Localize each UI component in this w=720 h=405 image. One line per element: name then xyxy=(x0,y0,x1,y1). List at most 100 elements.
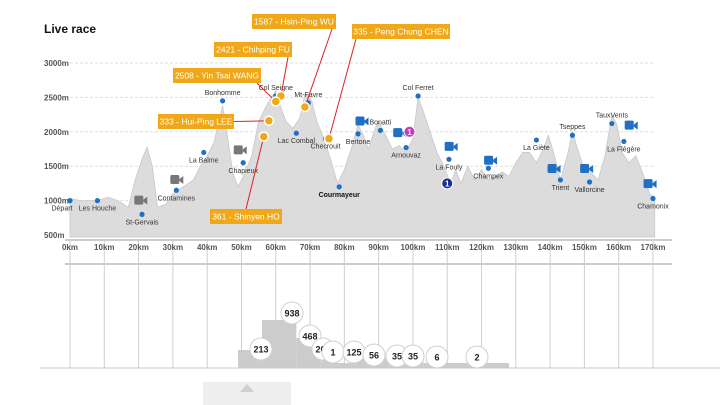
camera-lens xyxy=(556,164,561,173)
waypoint-dot[interactable] xyxy=(446,156,452,162)
camera-champex-icon[interactable] xyxy=(484,155,498,165)
waypoint-dot[interactable] xyxy=(240,160,246,166)
cameras xyxy=(134,116,657,205)
waypoint-dot[interactable] xyxy=(220,98,226,104)
camera-body xyxy=(643,179,653,189)
camera-vallorcine-icon[interactable] xyxy=(580,163,594,173)
runner-label-box[interactable] xyxy=(158,114,234,129)
camera-contamines-icon[interactable] xyxy=(170,174,184,184)
count-label: 125 xyxy=(346,348,361,358)
waypoint-dot[interactable] xyxy=(415,93,421,99)
runner-label[interactable]: 335 - Peng Chung CHEN xyxy=(353,27,448,37)
page-title: Live race xyxy=(44,22,97,36)
waypoint-dot[interactable] xyxy=(586,179,593,185)
camera-body xyxy=(355,116,365,126)
leader-marker[interactable] xyxy=(403,125,416,138)
waypoint-dot[interactable] xyxy=(533,137,540,143)
waypoint-label: Trient xyxy=(552,185,570,192)
leader-markers: 11 xyxy=(403,125,454,190)
waypoint-dot[interactable] xyxy=(569,132,576,138)
y-tick-label: 1000m xyxy=(44,197,69,206)
histogram-bar xyxy=(351,358,372,368)
camera-lens xyxy=(179,175,184,184)
histogram-bar xyxy=(467,363,509,368)
scrubber-track[interactable] xyxy=(203,382,291,405)
runner-label-box[interactable] xyxy=(352,24,450,39)
camera-lens xyxy=(652,180,657,189)
waypoint-dot[interactable] xyxy=(377,127,383,134)
waypoint-label: Tseppes xyxy=(559,124,586,131)
camera-st-gervais-icon[interactable] xyxy=(134,195,148,205)
x-tick-label: 40km xyxy=(197,243,217,252)
runner-dot[interactable] xyxy=(263,115,275,127)
runner-dot[interactable] xyxy=(323,133,335,144)
waypoint-dot[interactable] xyxy=(621,138,627,145)
runner-dot[interactable] xyxy=(258,131,270,142)
x-tick-label: 90km xyxy=(368,243,388,252)
leader-marker[interactable] xyxy=(441,177,454,190)
runner-pointer xyxy=(245,136,265,210)
waypoint-dot[interactable] xyxy=(201,149,207,156)
count-bubble[interactable] xyxy=(249,337,273,361)
x-tick-label: 150km xyxy=(572,243,597,252)
count-bubble[interactable] xyxy=(280,301,304,325)
camera-lens xyxy=(493,156,498,165)
count-bubble[interactable] xyxy=(401,344,425,368)
camera-lens xyxy=(143,196,148,205)
count-label: 2 xyxy=(474,353,479,363)
scrubber-handle-icon[interactable] xyxy=(240,384,254,392)
camera-bertone-icon[interactable] xyxy=(355,116,369,126)
runner-label-box[interactable] xyxy=(214,42,292,57)
x-tick-label: 10km xyxy=(94,243,114,252)
runner-dot[interactable] xyxy=(299,101,311,113)
camera-la-fouly-icon[interactable] xyxy=(444,141,458,151)
waypoint-dot[interactable] xyxy=(293,130,299,136)
camera-body xyxy=(547,163,557,173)
waypoint-dot[interactable] xyxy=(557,177,564,183)
camera-body xyxy=(580,163,590,173)
runner-markers: 1587 - Hsin-Ping WU 335 - Peng Chung CHEN… xyxy=(158,14,450,224)
count-label: 35 xyxy=(408,352,418,362)
camera-chamonix-icon[interactable] xyxy=(643,179,657,189)
x-tick-label: 140km xyxy=(538,243,563,252)
waypoint-dot[interactable] xyxy=(609,120,615,127)
runner-label[interactable]: 2421 - Chihping FU xyxy=(216,45,290,55)
count-label: 35 xyxy=(392,352,402,362)
runner-label[interactable]: 2508 - Yin Tsai WANG xyxy=(175,71,259,81)
camera-lens xyxy=(453,142,458,151)
x-tick-label: 60km xyxy=(266,243,286,252)
waypoint-dot[interactable] xyxy=(336,184,342,190)
count-bubble[interactable] xyxy=(362,343,386,367)
runner-label[interactable]: 333 - Hui-Ping LEE xyxy=(160,117,233,127)
waypoint-dot[interactable] xyxy=(139,211,145,217)
waypoint-label: Arnouvaz xyxy=(391,153,421,160)
camera-la-flegere-icon[interactable] xyxy=(624,120,638,130)
runner-pointer xyxy=(280,56,289,97)
runner-dot[interactable] xyxy=(270,96,282,107)
camera-body xyxy=(233,145,243,155)
runner-label-box[interactable] xyxy=(173,68,261,83)
waypoint-dot[interactable] xyxy=(403,145,409,151)
runner-label-box[interactable] xyxy=(210,209,282,224)
count-label: 1 xyxy=(330,348,335,358)
camera-body xyxy=(484,155,494,165)
runner-label[interactable]: 1587 - Hsin-Ping WU xyxy=(254,17,334,27)
waypoint-dot[interactable] xyxy=(94,198,101,204)
waypoint-dot[interactable] xyxy=(355,131,361,137)
waypoints: Départ Les Houche St-Gervais Contamines La B… xyxy=(51,85,669,226)
waypoint-dot[interactable] xyxy=(485,165,491,171)
x-tick-label: 160km xyxy=(606,243,631,252)
camera-chapieux-icon[interactable] xyxy=(233,145,247,155)
camera-lens xyxy=(633,121,638,130)
waypoint-dot[interactable] xyxy=(173,187,179,193)
waypoint-dot[interactable] xyxy=(650,195,656,202)
waypoint-label: Champex xyxy=(473,173,503,180)
count-label: 468 xyxy=(302,332,317,342)
runner-label[interactable]: 361 - Shinyen HO xyxy=(212,212,280,222)
camera-trient-icon[interactable] xyxy=(547,163,561,173)
y-tick-label: 3000m xyxy=(44,59,69,68)
waypoint-dot[interactable] xyxy=(67,198,73,204)
runner-label-box[interactable] xyxy=(252,14,336,29)
waypoint-label: La Flégère xyxy=(607,146,641,153)
